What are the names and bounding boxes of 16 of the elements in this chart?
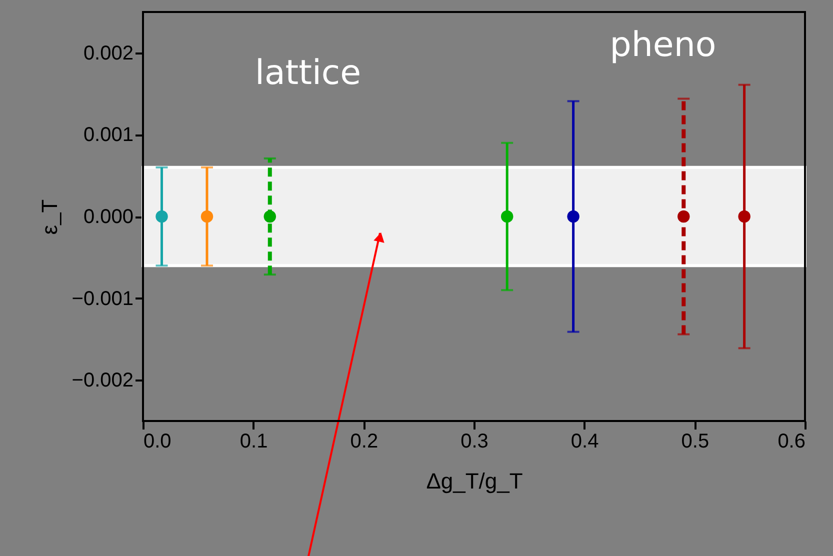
annotation: pheno [610, 25, 716, 65]
x-tick-label: 0.1 [240, 430, 268, 452]
y-tick-label: 0.001 [83, 124, 134, 146]
y-tick-label: 0.002 [83, 42, 134, 64]
y-axis-title: ε_T [36, 199, 62, 235]
y-tick-label: 0.000 [83, 206, 134, 228]
annotation: lattice [254, 53, 362, 93]
x-tick-label: 0.5 [681, 430, 710, 452]
x-tick-label: 0.6 [778, 430, 806, 452]
x-tick-label: 0.2 [350, 430, 378, 452]
x-axis-title: Δg_T/g_T [426, 468, 523, 494]
x-tick-label: 0.0 [144, 430, 172, 452]
y-tick-label: −0.001 [72, 288, 134, 310]
x-tick-label: 0.3 [460, 430, 488, 452]
y-tick-label: −0.002 [72, 370, 134, 392]
x-tick-label: 0.4 [570, 430, 599, 452]
